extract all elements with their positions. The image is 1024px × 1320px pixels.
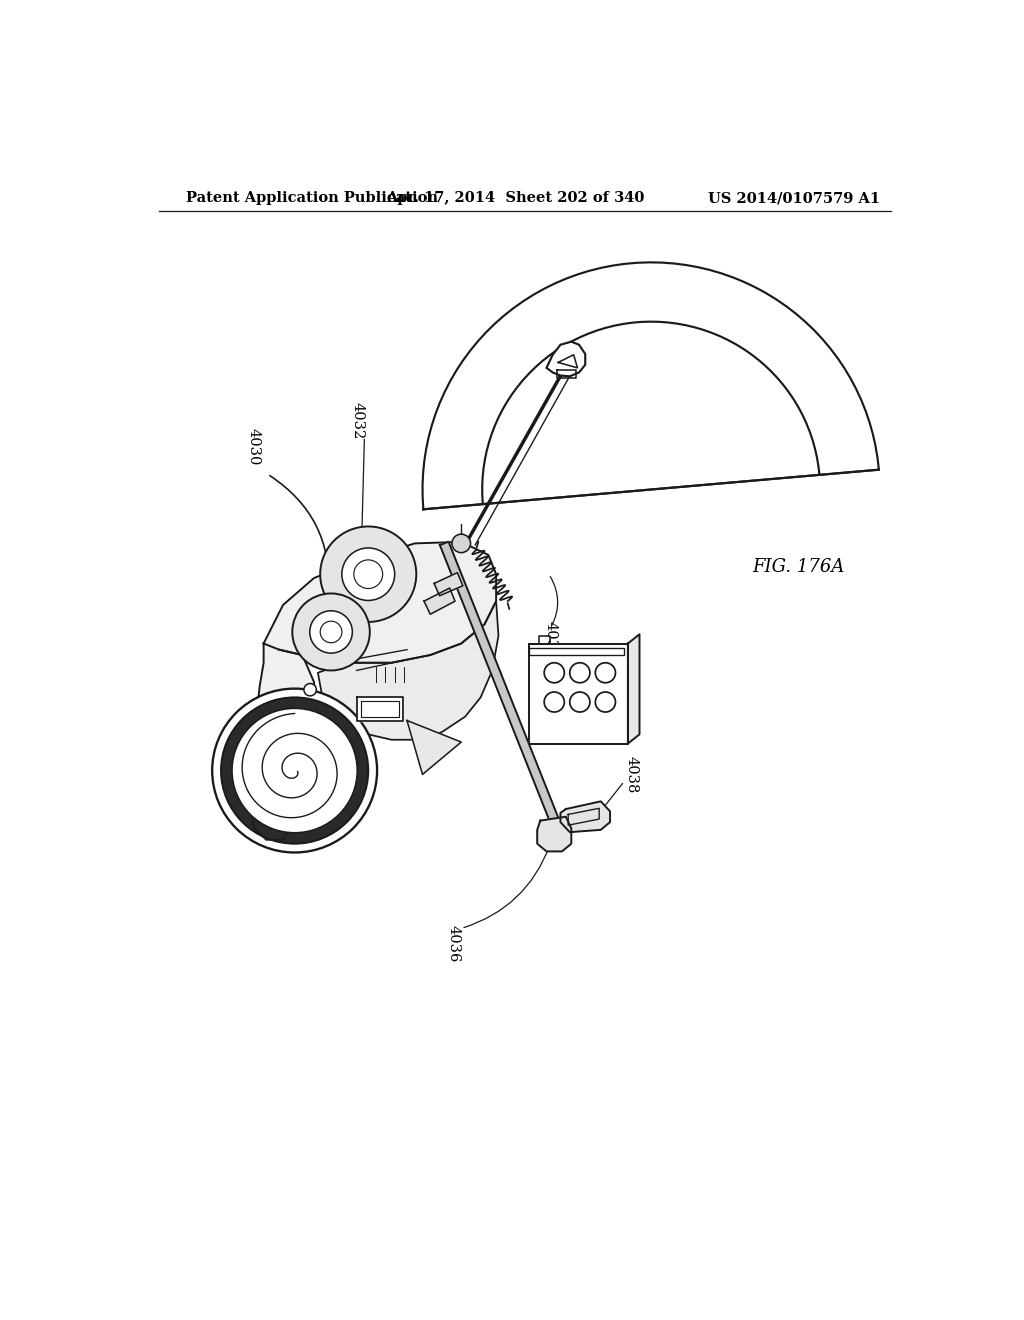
Circle shape: [452, 535, 471, 553]
Text: FIG. 176A: FIG. 176A: [753, 557, 845, 576]
Polygon shape: [547, 342, 586, 376]
Polygon shape: [538, 817, 571, 851]
Polygon shape: [263, 543, 496, 663]
Circle shape: [544, 663, 564, 682]
Polygon shape: [254, 644, 317, 805]
Circle shape: [595, 692, 615, 711]
Circle shape: [292, 594, 370, 671]
Polygon shape: [434, 573, 463, 595]
Text: Apr. 17, 2014  Sheet 202 of 340: Apr. 17, 2014 Sheet 202 of 340: [386, 191, 645, 206]
Polygon shape: [560, 801, 610, 832]
Circle shape: [221, 697, 369, 843]
Circle shape: [304, 684, 316, 696]
Polygon shape: [317, 601, 499, 739]
Text: Patent Application Publication: Patent Application Publication: [186, 191, 438, 206]
Polygon shape: [440, 541, 562, 832]
Circle shape: [342, 548, 394, 601]
Polygon shape: [628, 635, 640, 743]
Text: 4034: 4034: [544, 620, 557, 659]
Polygon shape: [423, 263, 879, 510]
Polygon shape: [252, 805, 291, 840]
Text: 4032: 4032: [350, 401, 365, 438]
Polygon shape: [529, 644, 628, 743]
Circle shape: [232, 709, 357, 833]
Text: US 2014/0107579 A1: US 2014/0107579 A1: [708, 191, 880, 206]
Polygon shape: [407, 721, 461, 775]
Circle shape: [595, 663, 615, 682]
Text: 4030: 4030: [247, 429, 260, 466]
Circle shape: [321, 527, 417, 622]
Circle shape: [544, 692, 564, 711]
Circle shape: [212, 689, 377, 853]
Text: 4036: 4036: [446, 925, 461, 962]
Polygon shape: [356, 697, 403, 721]
Polygon shape: [424, 589, 455, 614]
Circle shape: [569, 692, 590, 711]
Text: 4038: 4038: [625, 756, 639, 793]
Circle shape: [309, 611, 352, 653]
Circle shape: [569, 663, 590, 682]
